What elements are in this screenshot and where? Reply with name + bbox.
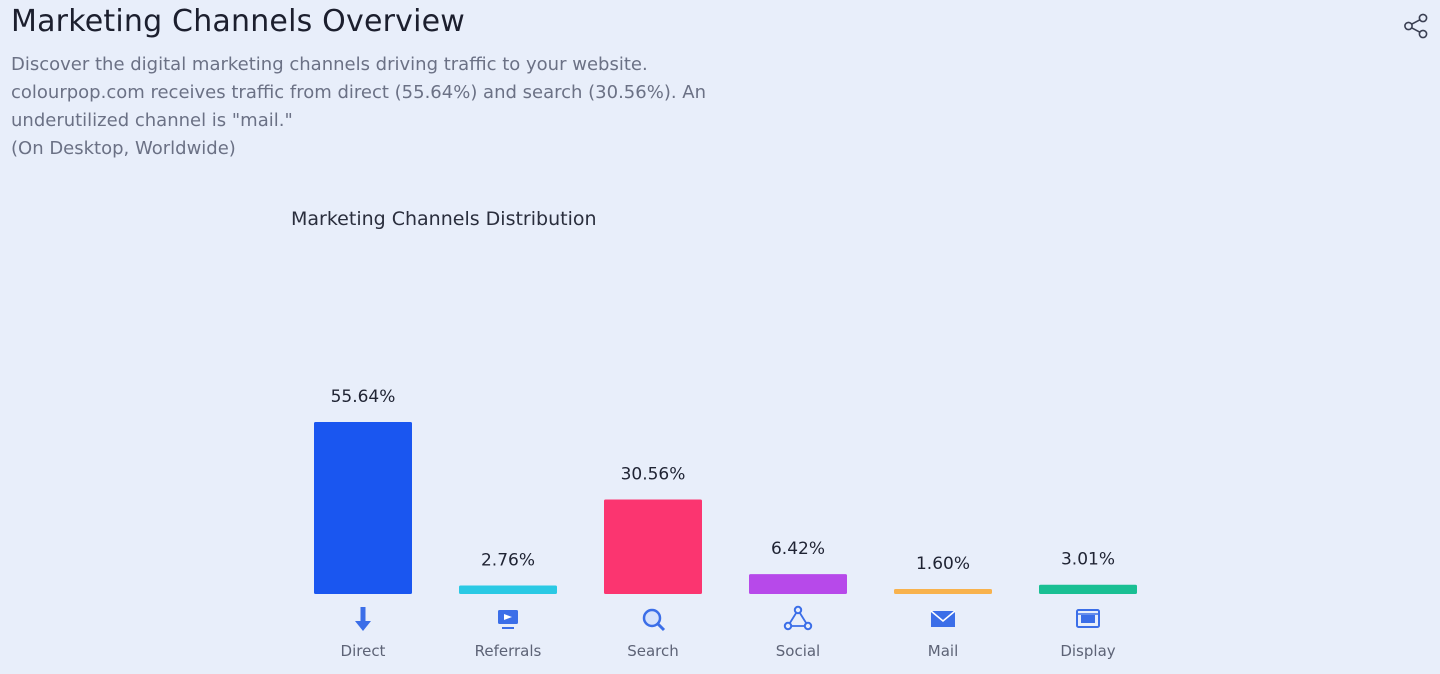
display-icon <box>1076 609 1100 628</box>
search-icon <box>642 608 666 632</box>
description-line: (On Desktop, Worldwide) <box>11 138 236 159</box>
category-label-search: Search <box>627 642 679 660</box>
chart-title: Marketing Channels Distribution <box>291 208 597 230</box>
value-label-display: 3.01% <box>1061 550 1115 570</box>
bar-display[interactable] <box>1039 584 1137 594</box>
social-icon <box>783 605 813 631</box>
value-label-search: 30.56% <box>621 465 686 485</box>
category-label-mail: Mail <box>928 642 958 660</box>
category-label-social: Social <box>776 642 820 660</box>
mail-icon <box>930 610 956 627</box>
referrals-icon <box>498 610 518 629</box>
bar-direct[interactable] <box>314 422 412 594</box>
bar-mail[interactable] <box>894 589 992 594</box>
bar-search[interactable] <box>604 499 702 594</box>
overview-description: Discover the digital marketing channels … <box>11 51 731 163</box>
page-title: Marketing Channels Overview <box>11 4 466 39</box>
value-label-referrals: 2.76% <box>481 550 535 570</box>
description-line: underutilized channel is "mail." <box>11 110 293 131</box>
description-line: colourpop.com receives traffic from dire… <box>11 82 707 103</box>
value-label-mail: 1.60% <box>916 554 970 574</box>
description-line: Discover the digital marketing channels … <box>11 54 648 75</box>
direct-icon <box>355 607 371 631</box>
category-label-referrals: Referrals <box>475 642 542 660</box>
category-label-display: Display <box>1060 642 1115 660</box>
share-icon[interactable] <box>1402 12 1430 40</box>
value-label-social: 6.42% <box>771 539 825 559</box>
bar-referrals[interactable] <box>459 585 557 594</box>
bar-social[interactable] <box>749 574 847 594</box>
value-label-direct: 55.64% <box>331 387 396 407</box>
category-label-direct: Direct <box>341 642 386 660</box>
